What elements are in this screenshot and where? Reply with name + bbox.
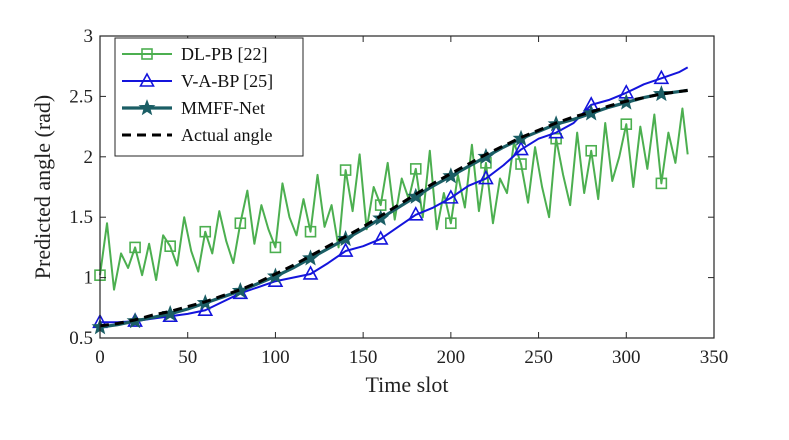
legend-label: DL-PB [22] xyxy=(181,44,268,64)
y-tick-label: 1.5 xyxy=(69,207,93,228)
series-marker xyxy=(653,69,670,85)
series-marker xyxy=(442,167,460,184)
legend-label: V-A-BP [25] xyxy=(181,71,273,91)
series-marker xyxy=(129,241,141,254)
series-line xyxy=(99,88,688,328)
series-actual-angle xyxy=(99,88,688,328)
series-marker xyxy=(409,163,422,175)
series-marker xyxy=(515,158,527,170)
series-marker xyxy=(302,265,319,280)
x-tick-label: 100 xyxy=(261,347,290,368)
series-marker xyxy=(478,169,494,185)
legend-marker xyxy=(138,99,156,116)
y-tick-label: 1 xyxy=(84,268,94,289)
legend-label: Actual angle xyxy=(181,125,272,145)
x-tick-label: 250 xyxy=(524,347,553,368)
series-marker xyxy=(164,240,176,252)
series-marker xyxy=(443,189,459,204)
series-marker xyxy=(199,225,212,238)
legend-item: DL-PB [22] xyxy=(122,44,268,64)
x-tick-label: 200 xyxy=(437,347,466,368)
series-marker xyxy=(548,123,564,139)
legend-box xyxy=(114,37,304,157)
x-axis-title: Time slot xyxy=(366,372,449,397)
series-marker xyxy=(372,230,389,245)
series-marker xyxy=(302,249,319,266)
series-marker xyxy=(339,164,352,176)
series-marker xyxy=(585,144,598,157)
series-marker xyxy=(407,206,424,221)
legend-marker xyxy=(141,48,153,60)
plot-marks xyxy=(91,66,689,335)
series-marker xyxy=(337,242,354,257)
x-tick-label: 350 xyxy=(700,347,729,368)
y-tick-label: 2 xyxy=(84,147,94,168)
legend: DL-PB [22] V-A-BP [25] MMFF-Net Actual angl… xyxy=(114,37,304,157)
series-line xyxy=(100,66,689,324)
y-tick-label: 2.5 xyxy=(69,86,93,107)
legend-item: MMFF-Net xyxy=(122,98,265,118)
series-marker xyxy=(513,140,529,156)
series-line xyxy=(99,107,689,291)
legend-marker xyxy=(139,72,155,87)
legend-label: MMFF-Net xyxy=(181,98,265,118)
series-marker xyxy=(304,225,317,238)
series-marker xyxy=(234,217,247,230)
series-marker xyxy=(445,217,457,230)
legend-item: Actual angle xyxy=(122,125,272,145)
y-tick-label: 3 xyxy=(84,26,94,47)
axis-ticks: 0 50 100 150 200 250 300 350 0.5 1 1.5 2 2.5 3 xyxy=(69,26,728,368)
series-marker xyxy=(407,187,425,204)
legend-items: DL-PB [22] V-A-BP [25] MMFF-Net Actual angl… xyxy=(122,44,273,145)
series-marker xyxy=(655,177,668,190)
x-tick-label: 150 xyxy=(349,347,378,368)
x-tick-label: 0 xyxy=(95,347,105,368)
x-tick-label: 50 xyxy=(178,347,197,368)
y-tick-label: 0.5 xyxy=(69,328,93,349)
series-marker xyxy=(197,301,214,317)
axes-frame xyxy=(99,35,715,339)
x-tick-label: 300 xyxy=(612,347,641,368)
series-marker xyxy=(652,85,670,102)
series-marker xyxy=(620,118,633,130)
series-marker xyxy=(266,267,284,284)
legend-item: V-A-BP [25] xyxy=(122,71,273,91)
series-marker xyxy=(269,241,282,254)
series-dl-pb-22 xyxy=(94,107,689,291)
y-axis-title: Predicted angle (rad) xyxy=(30,95,55,279)
